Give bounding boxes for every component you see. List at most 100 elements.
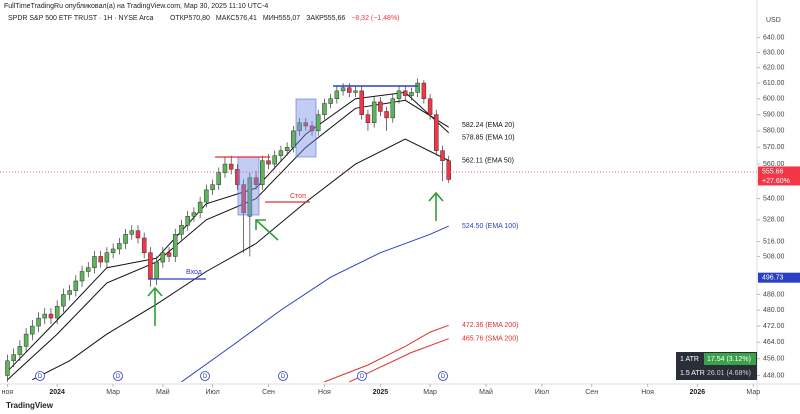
candle xyxy=(135,225,141,244)
x-tick-label: ноя xyxy=(2,389,14,396)
y-tick-label: 600.00 xyxy=(763,96,785,103)
candle xyxy=(253,170,259,190)
author-line: FullTimeTradingRu опубликовал(а) на Trad… xyxy=(4,2,268,10)
x-tick-label: 2025 xyxy=(373,389,389,396)
ohlc-header: ОТКР570,80 МАКС576,41 МИН555,07 ЗАКР555,66−… xyxy=(170,15,400,22)
atr-name: 1 ATR xyxy=(680,356,699,363)
candle-body xyxy=(79,271,85,282)
stop-label: Стоп xyxy=(290,193,306,200)
y-tick-label: 540.00 xyxy=(763,195,785,202)
y-tick-label: 560.00 xyxy=(763,161,785,168)
event-label: D xyxy=(281,374,286,380)
candle-body xyxy=(291,130,296,148)
candle-body xyxy=(371,101,377,123)
x-tick-label: Ноя xyxy=(641,389,654,396)
x-tick-label: Май xyxy=(479,388,493,396)
candle-body xyxy=(446,160,451,180)
candle-body xyxy=(434,114,439,151)
candle xyxy=(23,328,29,353)
candle-body xyxy=(328,98,333,104)
candle xyxy=(185,210,190,231)
candle-body xyxy=(36,317,41,327)
arrows xyxy=(147,191,444,326)
indicator-label: 465.76 (SMA 200) xyxy=(462,336,518,343)
price-change-box xyxy=(758,176,800,186)
candle xyxy=(61,288,66,313)
candle-body xyxy=(278,150,284,156)
candle-body xyxy=(67,290,72,295)
candle xyxy=(179,219,184,240)
plot: 578.85 (EMA 10) 582.24 (EMA 20) 562.11 (EM… xyxy=(5,78,518,383)
y-tick-label: 580.00 xyxy=(763,128,785,135)
candle xyxy=(371,97,377,128)
x-tick-label: Сен xyxy=(585,389,598,396)
candle xyxy=(92,250,97,274)
candle-body xyxy=(123,234,128,244)
ohlc-value: −8,32 (−1,48%) xyxy=(351,15,399,22)
y-tick-label: 570.00 xyxy=(763,144,785,151)
indicator-line xyxy=(324,324,449,383)
indicator-line xyxy=(7,91,450,372)
event-icon xyxy=(35,371,45,381)
y-tick-label: 610.00 xyxy=(763,80,785,87)
candle-body xyxy=(185,216,190,226)
indicator-label: 472.36 (EMA 200) xyxy=(462,322,518,329)
candle-body xyxy=(210,184,215,191)
candle xyxy=(309,121,315,136)
candle-body xyxy=(266,160,271,165)
footer-logo: TradingView xyxy=(6,401,54,410)
candle-body xyxy=(61,294,66,307)
atr-value: 17.54 (3.12%) xyxy=(707,356,751,363)
candle xyxy=(421,79,427,104)
y-tick-label: 472.00 xyxy=(763,323,785,330)
candle-body xyxy=(235,168,240,185)
candle-body xyxy=(347,87,352,93)
candle xyxy=(11,348,16,368)
candle xyxy=(402,86,408,101)
candle xyxy=(378,97,383,117)
candle-body xyxy=(141,237,147,253)
candle xyxy=(260,155,265,190)
atr-name: 1.5 ATR xyxy=(680,370,705,377)
candle-body xyxy=(253,177,259,185)
y-tick-label: 516.00 xyxy=(763,238,785,245)
candle xyxy=(247,172,253,257)
candle xyxy=(197,196,203,219)
candle-body xyxy=(216,172,222,185)
candle-body xyxy=(104,252,110,263)
indicator-label: 562.11 (EMA 50) xyxy=(462,157,514,164)
event-label: D xyxy=(116,374,121,380)
candle-body xyxy=(92,256,97,268)
candle xyxy=(191,207,197,222)
candle xyxy=(284,142,290,156)
arrow xyxy=(428,191,444,221)
candle xyxy=(390,94,396,123)
candle xyxy=(446,155,451,183)
indicator-label: 578.85 (EMA 10) xyxy=(462,135,515,142)
y-tick-label: 640.00 xyxy=(763,34,785,41)
candle-body xyxy=(191,212,197,217)
candle-body xyxy=(110,248,116,253)
x-tick-label: Мар xyxy=(106,389,120,396)
candle xyxy=(322,98,327,120)
price-label: 555.66 xyxy=(762,168,784,175)
candle xyxy=(222,157,228,178)
arrow xyxy=(255,219,279,241)
price-label-box xyxy=(758,166,800,177)
candle xyxy=(36,312,41,333)
candle xyxy=(54,300,60,325)
candle xyxy=(110,243,116,259)
candle xyxy=(173,228,178,263)
candle xyxy=(434,109,439,156)
y-tick-label: 528.00 xyxy=(763,217,785,224)
candle xyxy=(409,87,414,101)
candle-body xyxy=(166,252,172,257)
event-label: D xyxy=(203,374,208,380)
candle xyxy=(141,232,147,259)
candle-body xyxy=(247,177,253,217)
candle-body xyxy=(297,122,302,132)
candle-body xyxy=(378,101,383,112)
ohlc-value: ЗАКР555,66 xyxy=(306,15,345,22)
candle xyxy=(328,94,333,109)
